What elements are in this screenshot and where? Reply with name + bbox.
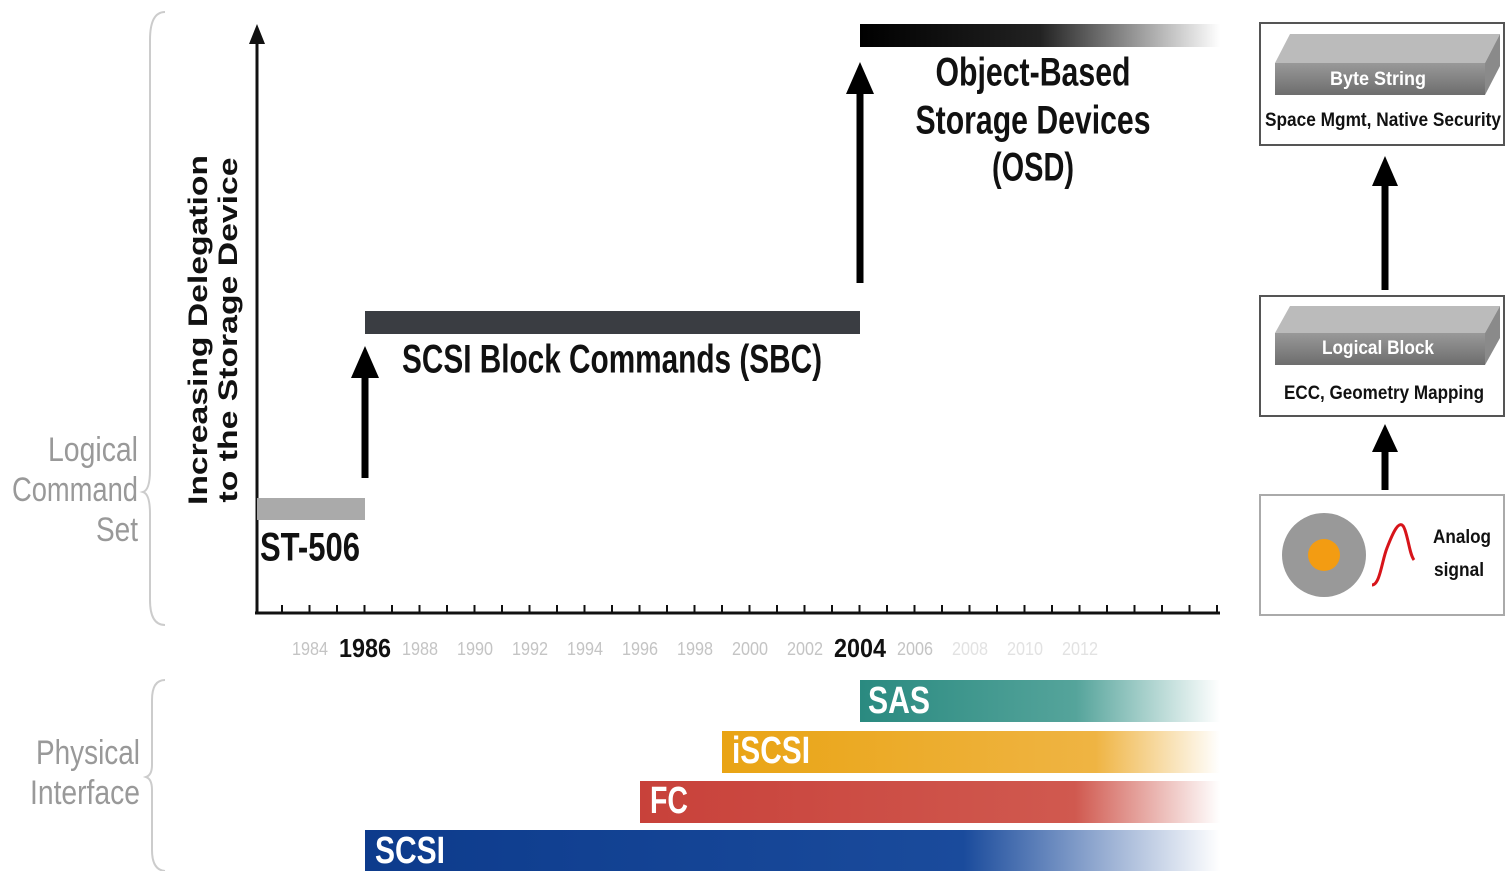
sbc-bar xyxy=(365,311,860,334)
sbc-label: SCSI Block Commands (SBC) xyxy=(402,338,822,382)
stack-detail: Analog xyxy=(1433,527,1491,548)
block-top xyxy=(1275,306,1500,333)
year-label: 1986 xyxy=(339,633,391,663)
side-label: Command xyxy=(12,471,138,509)
year-label: 1996 xyxy=(622,639,658,659)
stack-detail: signal xyxy=(1434,560,1484,581)
year-label: 1984 xyxy=(292,639,328,659)
osd-label: Object-Based xyxy=(936,51,1131,95)
brace xyxy=(146,680,165,871)
fc-bar xyxy=(640,781,1220,823)
st506-label: ST-506 xyxy=(260,526,360,570)
arrowhead xyxy=(1372,424,1398,452)
year-label: 2008 xyxy=(952,639,988,659)
osd-bar xyxy=(860,24,1220,47)
interface-label: SCSI xyxy=(375,830,445,871)
y-axis-label: Increasing Delegation to the Storage Dev… xyxy=(183,155,243,505)
arrowhead xyxy=(846,62,874,94)
interface-label: iSCSI xyxy=(732,730,810,772)
side-label: Logical xyxy=(48,431,138,469)
interface-label: FC xyxy=(650,780,688,822)
year-label: 1992 xyxy=(512,639,548,659)
year-label: 1988 xyxy=(402,639,438,659)
year-label: 2000 xyxy=(732,639,768,659)
side-label: Set xyxy=(96,511,138,549)
stack-detail: ECC, Geometry Mapping xyxy=(1284,383,1484,404)
axis-arrowhead xyxy=(249,24,265,44)
arrowhead xyxy=(1372,156,1398,186)
brace xyxy=(143,12,165,625)
year-label: 2012 xyxy=(1062,639,1098,659)
y-label-line: Increasing Delegation xyxy=(183,155,213,505)
stack-title: Logical Block xyxy=(1322,338,1434,359)
side-label: Interface xyxy=(30,774,140,812)
side-label: Physical xyxy=(36,734,140,772)
year-label: 1990 xyxy=(457,639,493,659)
stack-detail: Space Mgmt, Native Security xyxy=(1265,110,1501,131)
st506-bar xyxy=(257,498,365,520)
y-label-line: to the Storage Device xyxy=(213,158,243,503)
block-top xyxy=(1275,34,1500,63)
year-label: 2006 xyxy=(897,639,933,659)
interface-label: SAS xyxy=(868,680,930,722)
year-labels: 1984 1986 1988 1990 1992 1994 1996 1998 2000 2002… xyxy=(292,633,1098,663)
arrowhead xyxy=(351,346,379,378)
scsi-bar xyxy=(365,830,1220,871)
year-label: 2010 xyxy=(1007,639,1043,659)
disk-center xyxy=(1308,539,1340,571)
year-label: 2004 xyxy=(834,633,886,663)
year-label: 1998 xyxy=(677,639,713,659)
osd-label: Storage Devices xyxy=(916,99,1151,143)
stack-title: Byte String xyxy=(1330,69,1426,90)
year-label: 2002 xyxy=(787,639,823,659)
osd-label: (OSD) xyxy=(992,146,1074,190)
year-label: 1994 xyxy=(567,639,603,659)
diagram: Logical Command Set Physical Interface I… xyxy=(0,0,1505,871)
